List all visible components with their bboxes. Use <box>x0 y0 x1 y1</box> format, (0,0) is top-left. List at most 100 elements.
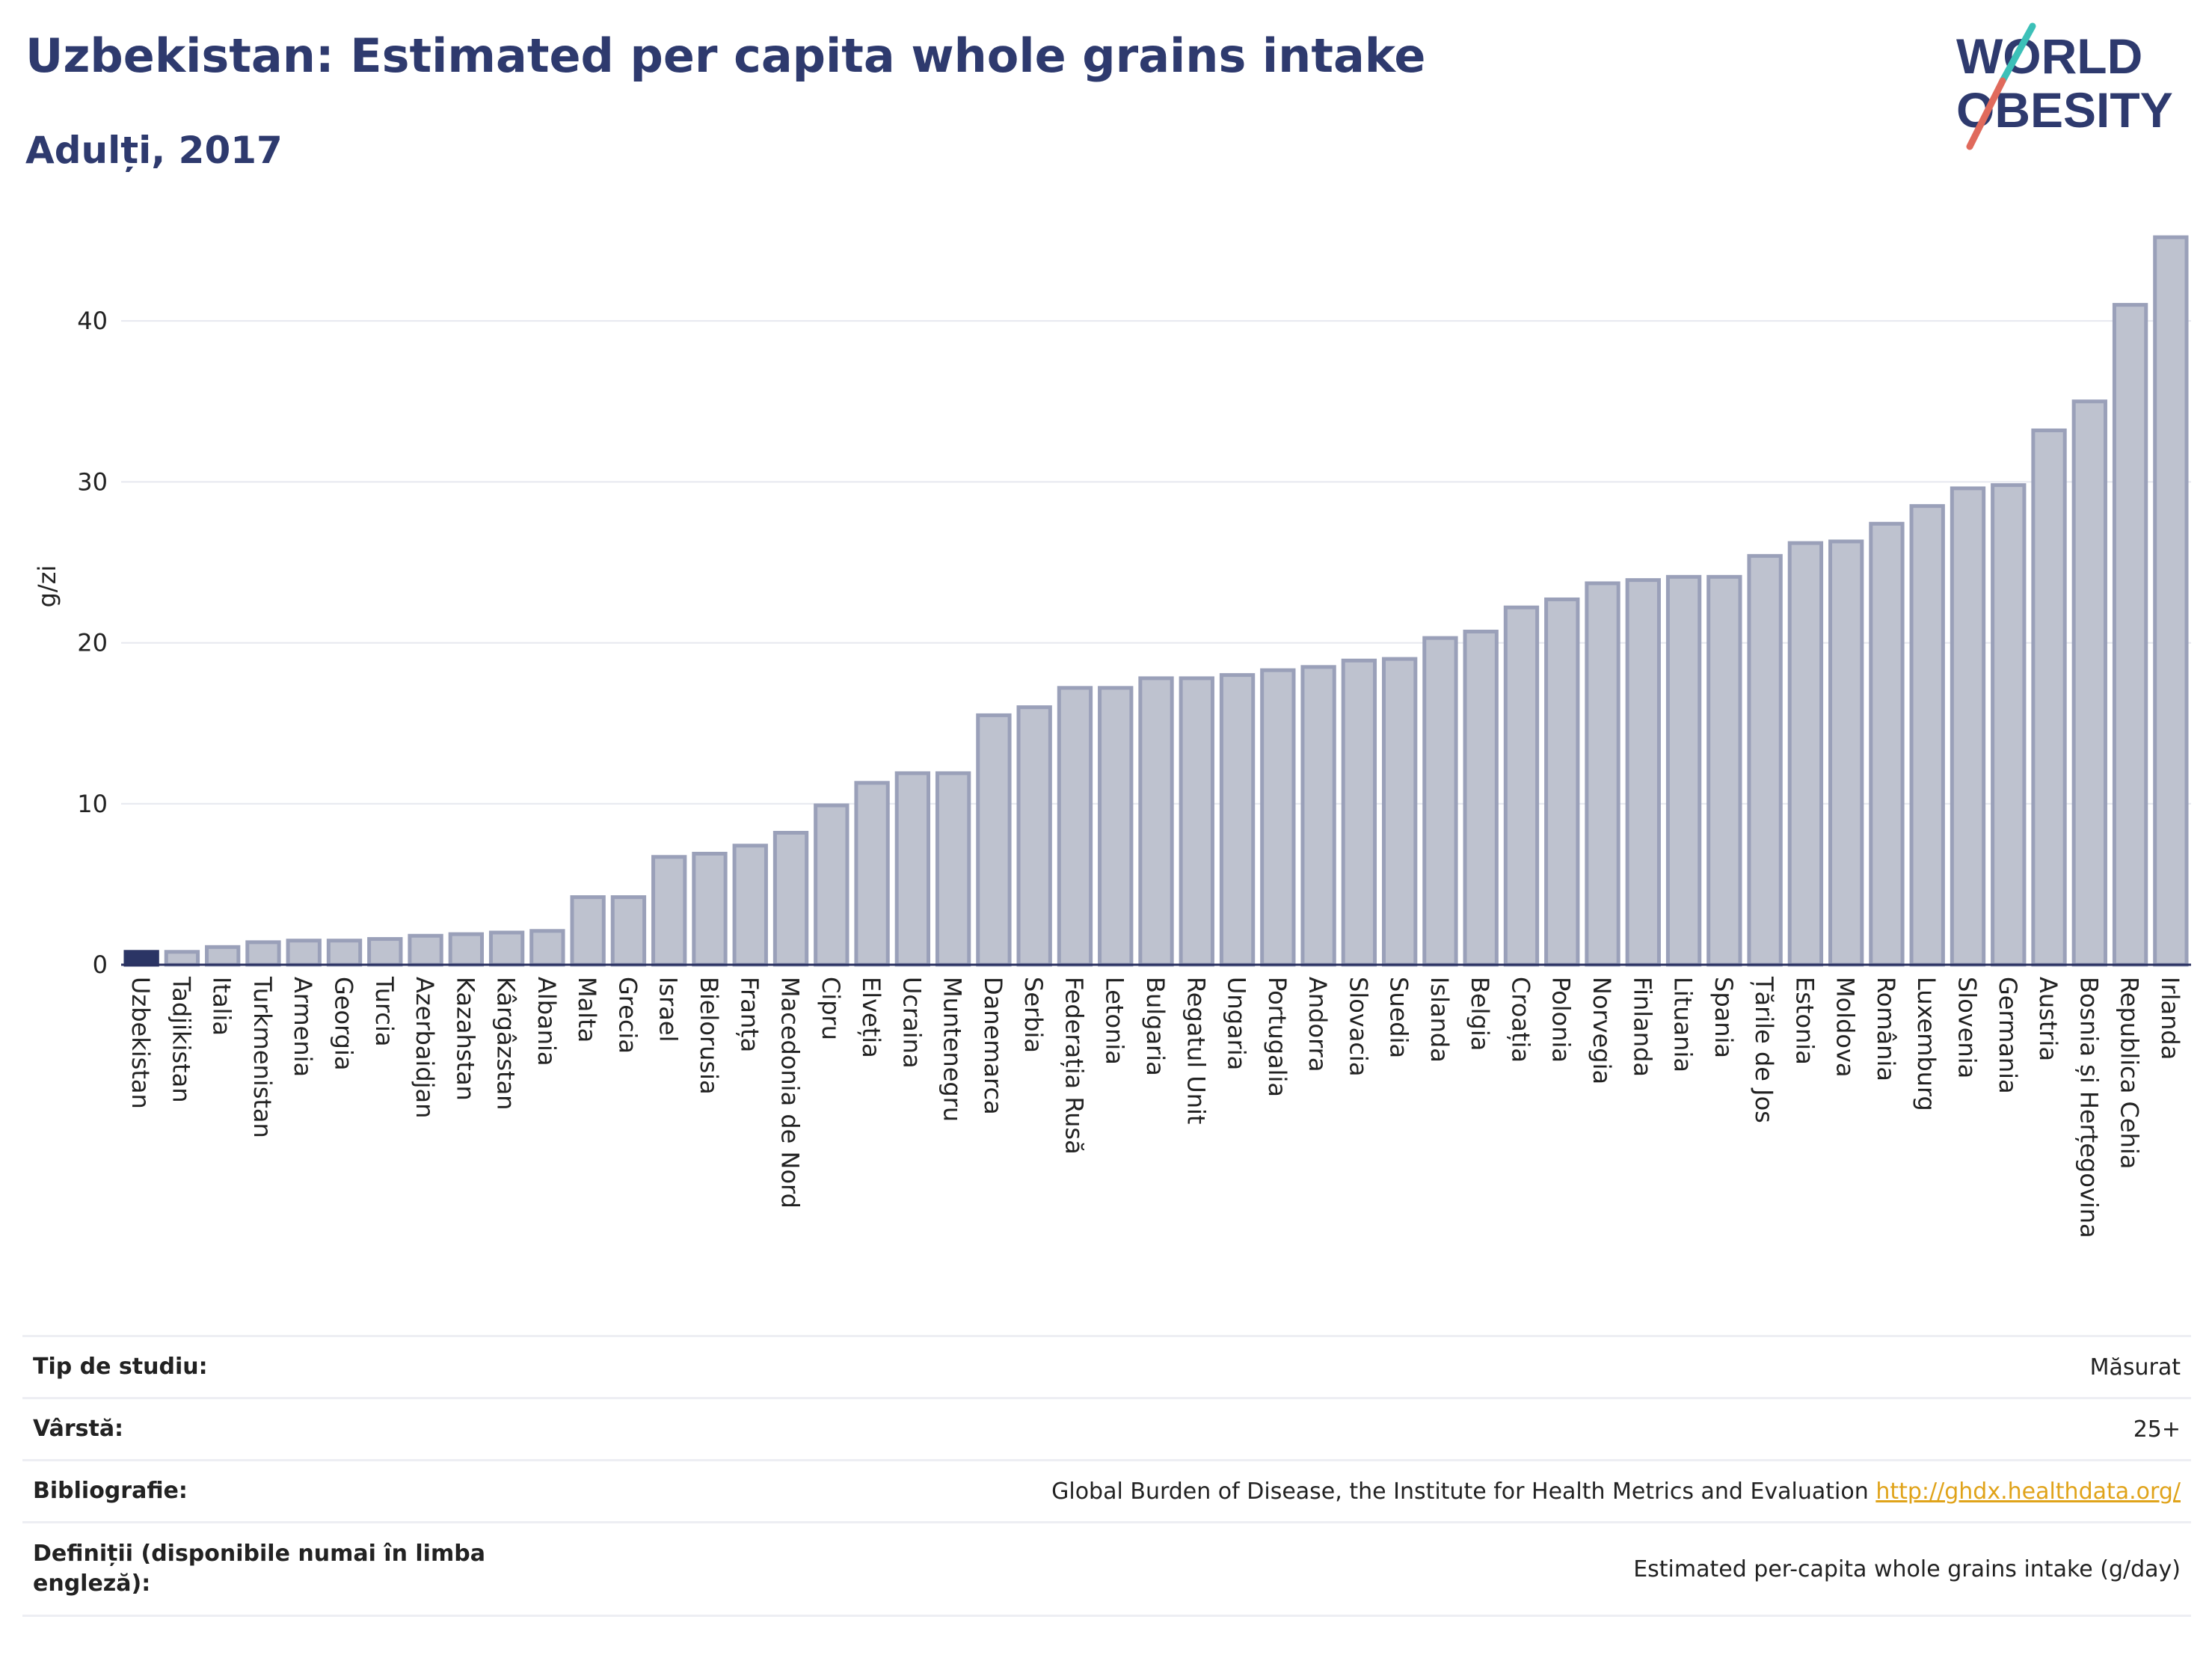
bar-slovenia[interactable] <box>1950 486 1986 967</box>
bar-muntenegru[interactable] <box>935 771 971 967</box>
y-tick-label: 0 <box>93 951 108 979</box>
bar-albania[interactable] <box>529 929 565 967</box>
bar-portugalia[interactable] <box>1260 668 1296 967</box>
x-tick-label: Austria <box>2034 977 2062 1061</box>
bar-finlanda[interactable] <box>1625 578 1661 967</box>
x-tick-label: Republica Cehia <box>2116 977 2144 1169</box>
bar-danemarca[interactable] <box>976 713 1012 967</box>
y-tick-label: 10 <box>77 790 108 818</box>
bar-austria[interactable] <box>2031 428 2067 967</box>
bar-croa-ia[interactable] <box>1503 605 1540 967</box>
bar-suedia[interactable] <box>1381 657 1418 967</box>
x-tick-label: Tadjikistan <box>167 976 195 1102</box>
x-tick-label: Estonia <box>1790 977 1819 1065</box>
x-tick-label: Malta <box>573 977 601 1043</box>
bar-georgia[interactable] <box>326 939 363 967</box>
x-tick-label: Israel <box>654 977 683 1042</box>
bar-polonia[interactable] <box>1544 597 1580 967</box>
y-tick-label: 30 <box>77 467 108 496</box>
y-tick-labels: 0 10 20 30 40 <box>77 307 108 979</box>
x-tick-label: Bulgaria <box>1141 977 1170 1076</box>
bars <box>123 235 2189 967</box>
bar-armenia[interactable] <box>286 939 322 967</box>
x-tick-label: Cipru <box>817 977 845 1040</box>
x-tick-label: Macedonia de Nord <box>776 977 805 1209</box>
bar-islanda[interactable] <box>1422 636 1458 967</box>
bar-cipru[interactable] <box>814 803 850 967</box>
logo-text-obesity: OBESITY <box>1956 82 2173 138</box>
bar-turcia[interactable] <box>367 937 403 967</box>
bar-elve-ia[interactable] <box>854 781 890 967</box>
bar-norvegia[interactable] <box>1585 581 1620 967</box>
x-tick-label: Luxemburg <box>1912 977 1941 1111</box>
bar-luxemburg[interactable] <box>1909 504 1945 967</box>
x-tick-labels: Uzbekistan Tadjikistan Italia Turkmenistan A… <box>126 976 2184 1238</box>
bar-ungaria[interactable] <box>1219 673 1256 967</box>
bar-irlanda[interactable] <box>2153 235 2189 967</box>
x-tick-label: Polonia <box>1547 977 1576 1063</box>
world-obesity-logo[interactable]: WORLD OBESITY <box>1944 21 2199 156</box>
bar-bulgaria[interactable] <box>1138 676 1174 967</box>
x-tick-label: Grecia <box>613 977 642 1054</box>
bar-regatul-unit[interactable] <box>1179 676 1214 967</box>
study-type-value: Măsurat <box>522 1335 2191 1398</box>
x-tick-label: Franța <box>735 977 764 1052</box>
bar-spania[interactable] <box>1706 574 1742 967</box>
bar-italia[interactable] <box>205 945 241 967</box>
bar-estonia[interactable] <box>1787 541 1824 967</box>
x-tick-label: Kârgâzstan <box>492 977 520 1110</box>
y-axis-title: g/zi <box>33 565 61 608</box>
bar-belgia[interactable] <box>1463 630 1499 967</box>
bar-bielorusia[interactable] <box>692 852 728 967</box>
bibliography-label: Bibliografie: <box>22 1459 522 1523</box>
bar-rom-nia[interactable] <box>1869 521 1905 967</box>
chart-subtitle: Adulți, 2017 <box>25 129 283 172</box>
x-tick-label: Bosnia și Herțegovina <box>2074 977 2103 1238</box>
x-tick-label: Spania <box>1709 977 1738 1058</box>
x-tick-label: Albania <box>532 977 561 1066</box>
x-tick-label: Germania <box>1994 977 2022 1094</box>
bar-azerbaidjan[interactable] <box>408 933 443 967</box>
bar-lituania[interactable] <box>1665 574 1702 967</box>
logo-slash-teal <box>1999 22 2036 85</box>
x-tick-label: Ungaria <box>1223 977 1251 1070</box>
bar-kazahstan[interactable] <box>448 932 485 967</box>
bar-chart: g/zi 0 10 20 30 40 Uzbekistan Tadjikistan Ital… <box>33 235 2191 1238</box>
bar-bosnia-i-her-egovina[interactable] <box>2071 399 2107 967</box>
bar-serbia[interactable] <box>1016 705 1052 967</box>
bar-tadjikistan[interactable] <box>164 950 200 967</box>
bar-moldova[interactable] <box>1828 539 1864 967</box>
bar-letonia[interactable] <box>1098 686 1134 967</box>
bar-republica-cehia[interactable] <box>2112 303 2148 967</box>
bar-macedonia-de-nord[interactable] <box>772 831 809 967</box>
x-tick-label: Kazahstan <box>451 977 479 1101</box>
bar-federa-ia-rus-[interactable] <box>1057 686 1093 967</box>
info-row-definitions: Definiții (disponibile numai în limba en… <box>22 1521 2191 1617</box>
bar-slovacia[interactable] <box>1341 658 1377 967</box>
x-tick-label: Lituania <box>1669 977 1698 1072</box>
bar-germania[interactable] <box>1991 483 2027 967</box>
age-label: Vârstă: <box>22 1397 522 1461</box>
x-tick-label: România <box>1872 977 1900 1081</box>
bar-k-rg-zstan[interactable] <box>488 930 525 967</box>
x-tick-label: Suedia <box>1385 977 1413 1058</box>
bar-malta[interactable] <box>570 895 606 967</box>
x-tick-label: Italia <box>208 977 236 1036</box>
definitions-value: Estimated per-capita whole grains intake… <box>522 1521 2191 1617</box>
bar-grecia[interactable] <box>610 895 647 967</box>
bar-ucraina[interactable] <box>894 771 931 967</box>
bar-turkmenistan[interactable] <box>245 940 281 967</box>
bibliography-value-cell: Global Burden of Disease, the Institute … <box>522 1459 2191 1523</box>
bar--rile-de-jos[interactable] <box>1747 553 1783 967</box>
bar-fran-a[interactable] <box>732 844 768 967</box>
bibliography-link[interactable]: http://ghdx.healthdata.org/ <box>1875 1478 2181 1505</box>
bar-andorra[interactable] <box>1300 665 1336 967</box>
bar-uzbekistan[interactable] <box>123 950 159 967</box>
x-tick-label: Belgia <box>1466 977 1494 1051</box>
info-table: Tip de studiu: Măsurat Vârstă: 25+ Bibli… <box>22 1335 2191 1617</box>
info-row-age: Vârstă: 25+ <box>22 1397 2191 1461</box>
definitions-label: Definiții (disponibile numai în limba en… <box>22 1521 522 1617</box>
study-type-label: Tip de studiu: <box>22 1335 522 1398</box>
x-tick-label: Federația Rusă <box>1060 977 1088 1155</box>
bar-israel[interactable] <box>651 855 687 967</box>
